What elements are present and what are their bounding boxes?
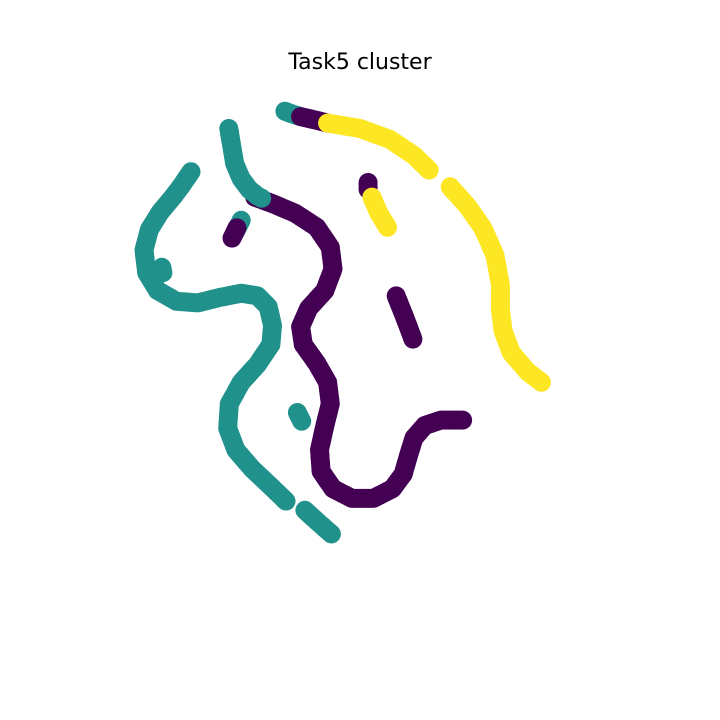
scatter-point <box>531 372 551 392</box>
series-segment-teal <box>295 500 341 544</box>
scatter-point <box>419 160 439 180</box>
scatter-point <box>453 410 473 430</box>
scatter-point <box>276 491 296 511</box>
series-segment-teal <box>219 119 272 208</box>
chart-title: Task5 cluster <box>288 50 432 75</box>
series-segment-yellow <box>440 177 551 392</box>
series-segment-teal <box>287 403 312 431</box>
scatter-point <box>403 329 423 349</box>
scatter-point <box>153 263 173 283</box>
series-segment-teal <box>152 257 173 283</box>
scatter-point <box>378 217 397 237</box>
series-segment-purple <box>222 218 247 248</box>
scatter-point <box>252 188 272 208</box>
scatter-point <box>222 228 242 248</box>
series-segment-teal <box>134 186 296 511</box>
scatter-point <box>292 411 312 431</box>
scatter-point <box>321 524 341 544</box>
series-segment-yellow <box>362 187 397 237</box>
series-segment-yellow <box>318 113 439 180</box>
series-segment-purple <box>386 286 423 349</box>
